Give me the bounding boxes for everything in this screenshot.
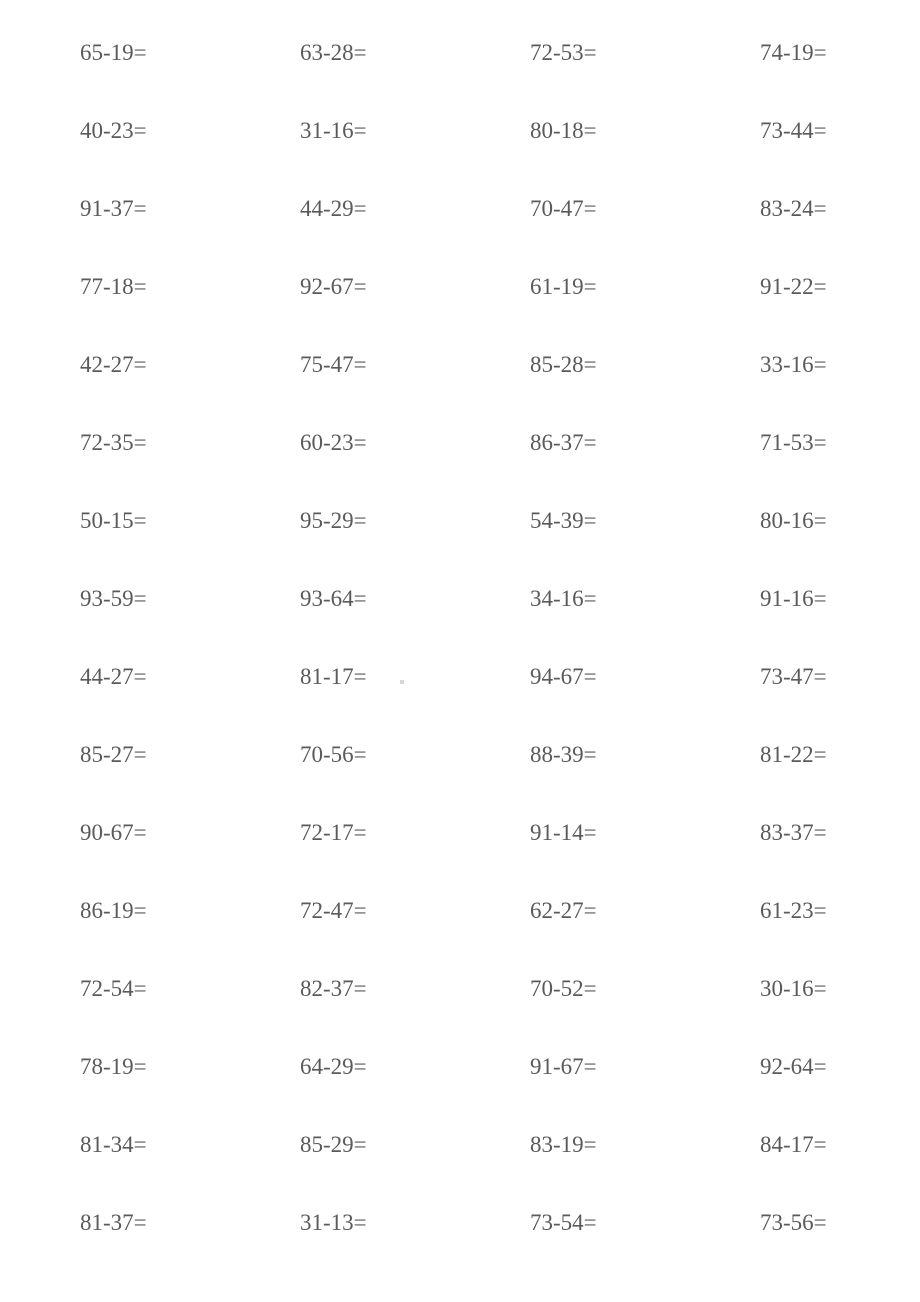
math-problem: 64-29= [300, 1054, 530, 1080]
math-problem: 77-18= [80, 274, 300, 300]
worksheet-row: 72-54=82-37=70-52=30-16= [80, 976, 850, 1002]
math-problem: 83-24= [760, 196, 827, 222]
math-problem: 86-19= [80, 898, 300, 924]
worksheet-row: 93-59=93-64=34-16=91-16= [80, 586, 850, 612]
math-problem: 90-67= [80, 820, 300, 846]
math-problem: 34-16= [530, 586, 760, 612]
math-problem: 72-53= [530, 40, 760, 66]
worksheet-row: 50-15=95-29=54-39=80-16= [80, 508, 850, 534]
math-problem: 91-16= [760, 586, 827, 612]
math-problem: 92-64= [760, 1054, 827, 1080]
math-problem: 93-64= [300, 586, 530, 612]
math-problem: 71-53= [760, 430, 827, 456]
math-problem: 83-37= [760, 820, 827, 846]
math-problem: 95-29= [300, 508, 530, 534]
math-problem: 82-37= [300, 976, 530, 1002]
math-problem: 73-44= [760, 118, 827, 144]
worksheet-row: 81-34=85-29=83-19=84-17= [80, 1132, 850, 1158]
math-problem: 70-56= [300, 742, 530, 768]
worksheet-row: 90-67=72-17=91-14=83-37= [80, 820, 850, 846]
math-problem: 80-16= [760, 508, 827, 534]
math-problem: 42-27= [80, 352, 300, 378]
math-problem: 91-22= [760, 274, 827, 300]
math-problem: 93-59= [80, 586, 300, 612]
math-problem: 63-28= [300, 40, 530, 66]
math-problem: 40-23= [80, 118, 300, 144]
math-problem: 81-34= [80, 1132, 300, 1158]
worksheet-row: 42-27=75-47=85-28=33-16= [80, 352, 850, 378]
math-problem: 81-37= [80, 1210, 300, 1236]
worksheet-row: 77-18=92-67=61-19=91-22= [80, 274, 850, 300]
math-problem: 92-67= [300, 274, 530, 300]
math-problem: 88-39= [530, 742, 760, 768]
math-worksheet: 65-19=63-28=72-53=74-19=40-23=31-16=80-1… [0, 0, 920, 1302]
math-problem: 84-17= [760, 1132, 827, 1158]
worksheet-row: 40-23=31-16=80-18=73-44= [80, 118, 850, 144]
math-problem: 72-17= [300, 820, 530, 846]
math-problem: 44-29= [300, 196, 530, 222]
math-problem: 83-19= [530, 1132, 760, 1158]
math-problem: 94-67= [530, 664, 760, 690]
worksheet-row: 44-27=81-17=94-67=73-47= [80, 664, 850, 690]
math-problem: 54-39= [530, 508, 760, 534]
worksheet-row: 72-35=60-23=86-37=71-53= [80, 430, 850, 456]
math-problem: 61-19= [530, 274, 760, 300]
math-problem: 85-28= [530, 352, 760, 378]
math-problem: 72-47= [300, 898, 530, 924]
math-problem: 33-16= [760, 352, 827, 378]
math-problem: 85-27= [80, 742, 300, 768]
worksheet-row: 86-19=72-47=62-27=61-23= [80, 898, 850, 924]
math-problem: 85-29= [300, 1132, 530, 1158]
math-problem: 31-16= [300, 118, 530, 144]
math-problem: 74-19= [760, 40, 827, 66]
math-problem: 70-47= [530, 196, 760, 222]
math-problem: 86-37= [530, 430, 760, 456]
worksheet-row: 78-19=64-29=91-67=92-64= [80, 1054, 850, 1080]
math-problem: 65-19= [80, 40, 300, 66]
math-problem: 80-18= [530, 118, 760, 144]
math-problem: 73-54= [530, 1210, 760, 1236]
math-problem: 81-17= [300, 664, 530, 690]
math-problem: 75-47= [300, 352, 530, 378]
worksheet-row: 85-27=70-56=88-39=81-22= [80, 742, 850, 768]
math-problem: 73-56= [760, 1210, 827, 1236]
watermark-dot [400, 680, 404, 684]
math-problem: 31-13= [300, 1210, 530, 1236]
worksheet-row: 81-37=31-13=73-54=73-56= [80, 1210, 850, 1236]
math-problem: 61-23= [760, 898, 827, 924]
worksheet-row: 91-37=44-29=70-47=83-24= [80, 196, 850, 222]
math-problem: 81-22= [760, 742, 827, 768]
math-problem: 78-19= [80, 1054, 300, 1080]
math-problem: 72-35= [80, 430, 300, 456]
math-problem: 91-67= [530, 1054, 760, 1080]
math-problem: 44-27= [80, 664, 300, 690]
worksheet-row: 65-19=63-28=72-53=74-19= [80, 40, 850, 66]
math-problem: 50-15= [80, 508, 300, 534]
math-problem: 91-37= [80, 196, 300, 222]
math-problem: 73-47= [760, 664, 827, 690]
math-problem: 72-54= [80, 976, 300, 1002]
math-problem: 62-27= [530, 898, 760, 924]
math-problem: 30-16= [760, 976, 827, 1002]
math-problem: 91-14= [530, 820, 760, 846]
math-problem: 60-23= [300, 430, 530, 456]
math-problem: 70-52= [530, 976, 760, 1002]
